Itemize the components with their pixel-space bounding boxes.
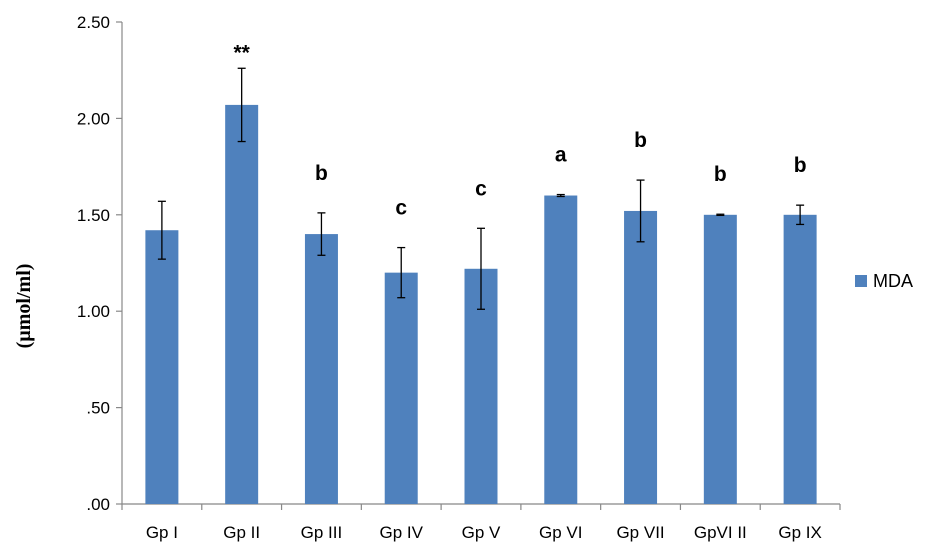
bar — [544, 195, 578, 504]
y-tick-label: 2.50 — [77, 13, 110, 32]
significance-label: b — [714, 163, 727, 186]
significance-label: b — [634, 129, 647, 152]
y-tick-label: .50 — [86, 399, 110, 418]
y-tick-label: 1.50 — [77, 206, 110, 225]
y-tick-label: 1.00 — [77, 302, 110, 321]
y-tick-label: .00 — [86, 495, 110, 514]
bar — [304, 234, 338, 504]
error-bars — [157, 67, 805, 310]
x-tick-label: Gp IX — [778, 523, 821, 542]
x-tick-label: Gp I — [146, 523, 178, 542]
x-tick-label: Gp VI — [539, 523, 582, 542]
y-axis: .00 .50 1.00 1.50 2.00 2.50 — [77, 13, 123, 514]
bar — [145, 230, 179, 504]
significance-label: ** — [233, 41, 250, 64]
bar — [384, 272, 418, 504]
x-tick-label: Gp IV — [379, 523, 423, 542]
y-axis-title: (µmol/ml) — [13, 264, 35, 349]
significance-label: c — [475, 177, 487, 200]
bar — [783, 214, 817, 505]
y-tick-label: 2.00 — [77, 109, 110, 128]
x-tick-label: Gp V — [462, 523, 501, 542]
significance-label: b — [794, 154, 807, 177]
significance-label: a — [555, 144, 567, 167]
significance-label: c — [395, 197, 407, 220]
significance-labels: ** b c c a b b b — [233, 41, 806, 219]
bar — [624, 210, 658, 504]
x-tick-label: Gp II — [223, 523, 260, 542]
x-axis: Gp I Gp II Gp III Gp IV Gp V Gp VI Gp VII GpVI … — [121, 503, 841, 542]
bar-series — [145, 104, 817, 505]
x-tick-label: Gp III — [301, 523, 343, 542]
x-tick-label: Gp VII — [616, 523, 664, 542]
bar — [225, 104, 259, 505]
legend-swatch — [855, 275, 867, 287]
x-tick-label: GpVI II — [694, 523, 747, 542]
legend: MDA — [855, 271, 913, 291]
bar — [703, 214, 737, 505]
legend-label-mda: MDA — [873, 271, 913, 291]
significance-label: b — [315, 162, 328, 185]
